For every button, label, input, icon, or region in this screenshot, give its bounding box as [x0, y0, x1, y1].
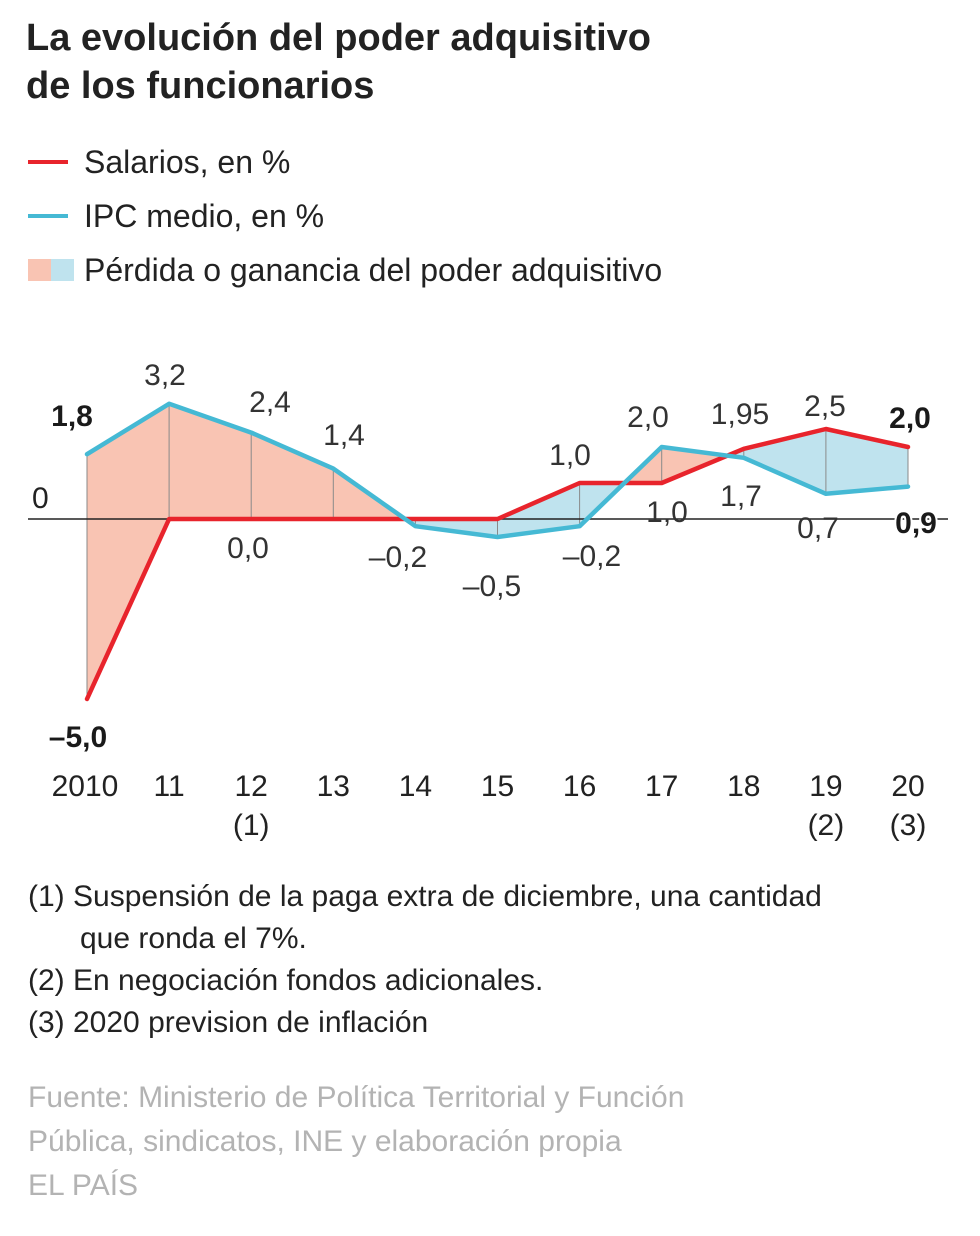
x-tick-label: 12	[235, 770, 268, 803]
ipc-data-label: 2,0	[627, 401, 669, 434]
x-tick-label: 2010	[52, 770, 119, 803]
chart-title-line-2: de los funcionarios	[26, 65, 375, 107]
footnote-1: (1) Suspensión de la paga extra de dicie…	[28, 880, 822, 913]
salarios-data-label: 1,0	[549, 439, 591, 472]
area-swatch-icon	[28, 259, 74, 281]
zero-tick-label: 0	[32, 482, 49, 515]
footnote-1-cont: que ronda el 7%.	[80, 922, 307, 955]
x-tick-label: 19	[809, 770, 842, 803]
salarios-data-label: –5,0	[49, 721, 107, 754]
ipc-data-label: 2,4	[249, 386, 291, 419]
footnote-3: (3) 2020 prevision de inflación	[28, 1006, 429, 1039]
area-fill-layer	[87, 403, 908, 699]
ipc-data-label: –0,5	[463, 570, 521, 603]
ipc-data-label: 1,4	[323, 419, 365, 452]
salarios-line	[84, 426, 911, 702]
loss-area	[169, 403, 252, 519]
ipc-data-label: 1,7	[720, 480, 762, 513]
ipc-data-label: –0,2	[563, 540, 621, 573]
legend-item-salarios: Salarios, en %	[28, 142, 290, 182]
x-tick-note: (2)	[808, 809, 845, 842]
source-line-2: Pública, sindicatos, INE y elaboración p…	[28, 1125, 622, 1158]
blue-line-swatch-icon	[28, 214, 68, 218]
x-tick-label: 20	[891, 770, 924, 803]
data-label-layer: 1,8 3,2 2,4 1,4 –0,2 –0,5 –0,2 2,0 1,7 0,7 0,9 –5,0…	[47, 359, 939, 756]
loss-area	[251, 432, 334, 519]
source-line-3: EL PAÍS	[28, 1169, 139, 1202]
source-line-1: Fuente: Ministerio de Política Territori…	[28, 1081, 685, 1114]
x-tick-label: 18	[727, 770, 760, 803]
salarios-data-label: 2,0	[889, 402, 931, 435]
x-tick-note: (1)	[233, 809, 270, 842]
x-tick-label: 16	[563, 770, 596, 803]
ipc-data-label: 0,7	[797, 512, 839, 545]
x-tick-label: 15	[481, 770, 514, 803]
gain-area	[497, 483, 580, 537]
ipc-data-label: 3,2	[144, 359, 186, 392]
x-tick-note: (3)	[890, 809, 927, 842]
legend-label-ipc: IPC medio, en %	[84, 197, 325, 234]
chart-title: La evolución del poder adquisitivo de lo…	[26, 14, 926, 110]
ipc-data-label: –0,2	[369, 541, 427, 574]
legend-item-area: Pérdida o ganancia del poder adquisitivo	[28, 250, 662, 290]
footnotes: (1) Suspensión de la paga extra de dicie…	[28, 876, 958, 1044]
salarios-data-label: 1,0	[646, 496, 688, 529]
source-note: Fuente: Ministerio de Política Territori…	[28, 1076, 684, 1208]
salarios-data-label: 1,95	[711, 398, 769, 431]
legend-item-ipc: IPC medio, en %	[28, 196, 324, 236]
line-chart: 0 1,8 3,2 2,4 1,4 –0,2 –0,5 –0,2 2,0 1,7 0,7 0,9 –5…	[28, 359, 948, 842]
legend-label-area: Pérdida o ganancia del poder adquisitivo	[84, 251, 663, 288]
salarios-data-label: 0,0	[227, 532, 269, 565]
x-tick-label: 14	[399, 770, 432, 803]
salarios-data-label: 2,5	[804, 390, 846, 423]
chart-title-line-1: La evolución del poder adquisitivo	[26, 17, 651, 59]
legend-label-salarios: Salarios, en %	[84, 143, 291, 180]
series-line-layer	[84, 401, 911, 702]
x-tick-label: 11	[154, 770, 185, 803]
x-axis-labels: 2010 11 12 (1) 13 14 15 16 17 18 19 (2) 20 (3)	[52, 770, 927, 842]
footnote-2: (2) En negociación fondos adicionales.	[28, 964, 544, 997]
loss-area	[87, 403, 170, 699]
red-line-swatch-icon	[28, 160, 68, 164]
x-tick-label: 13	[317, 770, 350, 803]
x-tick-label: 17	[645, 770, 678, 803]
gain-area	[825, 429, 908, 494]
ipc-line	[84, 401, 911, 540]
ipc-data-label: 0,9	[895, 507, 937, 540]
ipc-data-label: 1,8	[51, 400, 93, 433]
